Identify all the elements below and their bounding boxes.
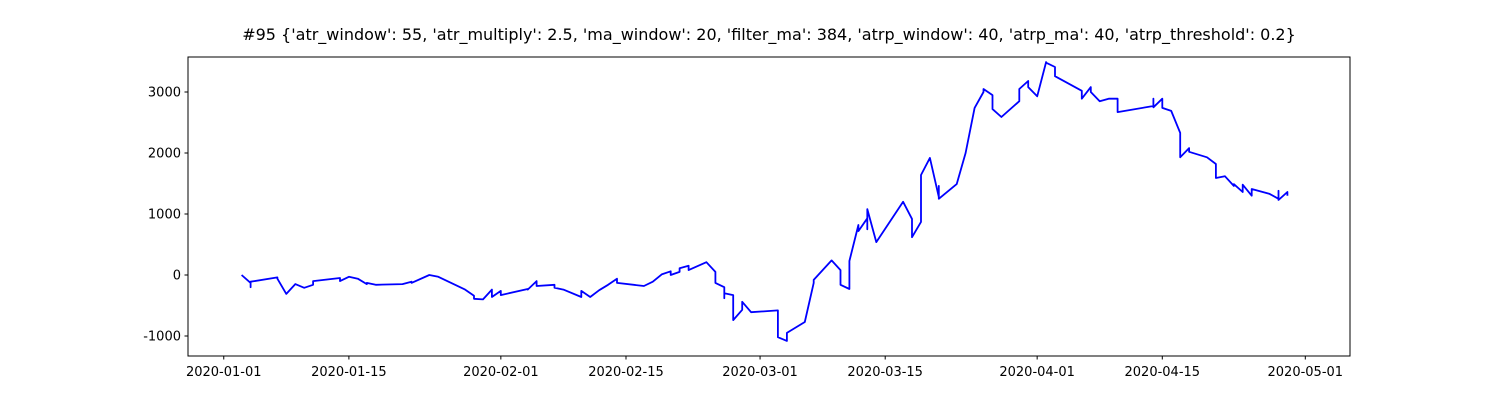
x-tick-label: 2020-04-15 bbox=[1125, 365, 1201, 380]
x-tick-label: 2020-03-01 bbox=[722, 365, 798, 380]
x-tick-label: 2020-02-01 bbox=[463, 365, 539, 380]
axes-frame bbox=[187, 56, 1351, 357]
y-tick-label: 3000 bbox=[148, 86, 181, 101]
x-tick-label: 2020-03-15 bbox=[847, 365, 923, 380]
chart-title: #95 {'atr_window': 55, 'atr_multiply': 2… bbox=[242, 25, 1296, 45]
x-tick-label: 2020-01-01 bbox=[186, 365, 262, 380]
y-tick-label: 1000 bbox=[148, 208, 181, 223]
y-tick-label: -1000 bbox=[143, 329, 181, 344]
x-tick-label: 2020-05-01 bbox=[1268, 365, 1344, 380]
y-tick-label: 2000 bbox=[148, 147, 181, 162]
x-tick-label: 2020-02-15 bbox=[588, 365, 664, 380]
y-tick-label: 0 bbox=[173, 268, 181, 283]
x-tick-label: 2020-01-15 bbox=[311, 365, 387, 380]
x-tick-label: 2020-04-01 bbox=[999, 365, 1075, 380]
data-line bbox=[241, 61, 1289, 342]
